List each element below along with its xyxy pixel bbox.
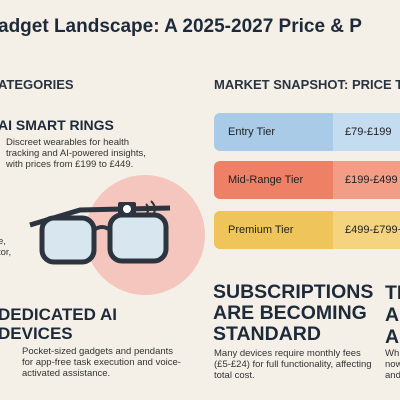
price-range: £199-£499 (333, 161, 400, 199)
table-row: Mid-Range Tier £199-£499 (214, 161, 400, 199)
section-text: now (385, 359, 400, 370)
section-title: AI (385, 326, 400, 348)
section-text: Wh (385, 348, 400, 359)
section-title: A (385, 304, 400, 326)
item-title: AI SMART RINGS (0, 117, 114, 133)
table-row: Entry Tier £79-£199 (214, 113, 400, 151)
table-row: Premium Tier £499-£799+ (214, 211, 400, 249)
item-text: Pocket-sized gadgets and pendants for ap… (22, 346, 181, 379)
glasses-illustration (29, 175, 205, 295)
price-range: £499-£799+ (333, 211, 400, 249)
section-heading: ATEGORIES (0, 77, 74, 92)
fragment: tor, (0, 247, 12, 258)
section-heading: MARKET SNAPSHOT: PRICE T (214, 77, 400, 92)
item-title: DEDICATED AI DEVICES (0, 305, 117, 343)
fragment: e, (0, 236, 6, 247)
section-title: SUBSCRIPTIONS ARE BECOMING STANDARD (213, 281, 374, 345)
title: adget Landscape: A 2025-2027 Price & P (0, 16, 362, 37)
section-text: and (385, 370, 400, 381)
price-range: £79-£199 (333, 113, 400, 151)
section-title: TH (385, 282, 400, 304)
item-text: Discreet wearables for health tracking a… (6, 137, 146, 170)
tier-name: Entry Tier (228, 126, 276, 138)
section-text: Many devices require monthly fees (£5-£2… (214, 348, 372, 381)
tier-name: Premium Tier (228, 224, 294, 236)
tier-name: Mid-Range Tier (228, 174, 304, 186)
